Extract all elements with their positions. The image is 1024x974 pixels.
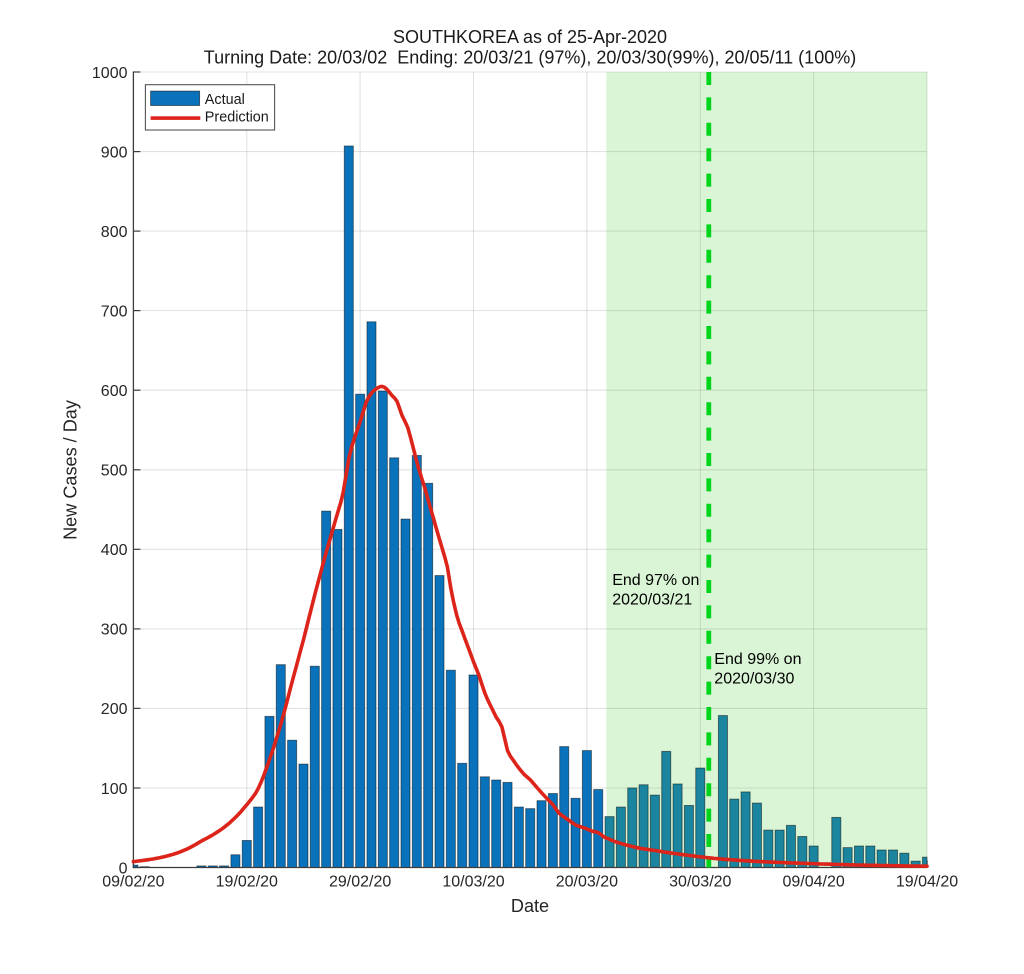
svg-text:Actual: Actual [205, 92, 245, 108]
svg-text:500: 500 [101, 463, 128, 480]
svg-text:New Cases / Day: New Cases / Day [60, 399, 80, 540]
svg-text:200: 200 [101, 701, 128, 718]
svg-text:SOUTHKOREA as of 25-Apr-2020: SOUTHKOREA as of 25-Apr-2020 [393, 27, 667, 47]
svg-text:30/03/20: 30/03/20 [669, 874, 731, 891]
svg-text:20/03/20: 20/03/20 [556, 874, 618, 891]
svg-text:End 99% on: End 99% on [714, 651, 801, 668]
svg-text:300: 300 [101, 622, 128, 639]
svg-text:700: 700 [101, 303, 128, 320]
svg-text:600: 600 [101, 383, 128, 400]
svg-text:800: 800 [101, 224, 128, 241]
svg-text:Turning Date: 20/03/02 Ending: Turning Date: 20/03/02 Ending: 20/03/21 … [204, 48, 856, 68]
svg-text:100: 100 [101, 781, 128, 798]
svg-text:900: 900 [101, 144, 128, 161]
svg-text:2020/03/30: 2020/03/30 [714, 671, 794, 688]
svg-text:End 97% on: End 97% on [612, 572, 699, 589]
svg-text:10/03/20: 10/03/20 [442, 874, 504, 891]
svg-text:1000: 1000 [92, 65, 128, 82]
svg-text:Prediction: Prediction [205, 110, 269, 126]
svg-text:0: 0 [119, 860, 128, 877]
svg-text:09/04/20: 09/04/20 [782, 874, 844, 891]
svg-text:09/02/20: 09/02/20 [102, 874, 164, 891]
svg-text:400: 400 [101, 542, 128, 559]
svg-text:Date: Date [511, 896, 549, 916]
svg-text:19/04/20: 19/04/20 [896, 874, 958, 891]
svg-text:2020/03/21: 2020/03/21 [612, 592, 692, 609]
svg-text:19/02/20: 19/02/20 [216, 874, 278, 891]
svg-text:29/02/20: 29/02/20 [329, 874, 391, 891]
